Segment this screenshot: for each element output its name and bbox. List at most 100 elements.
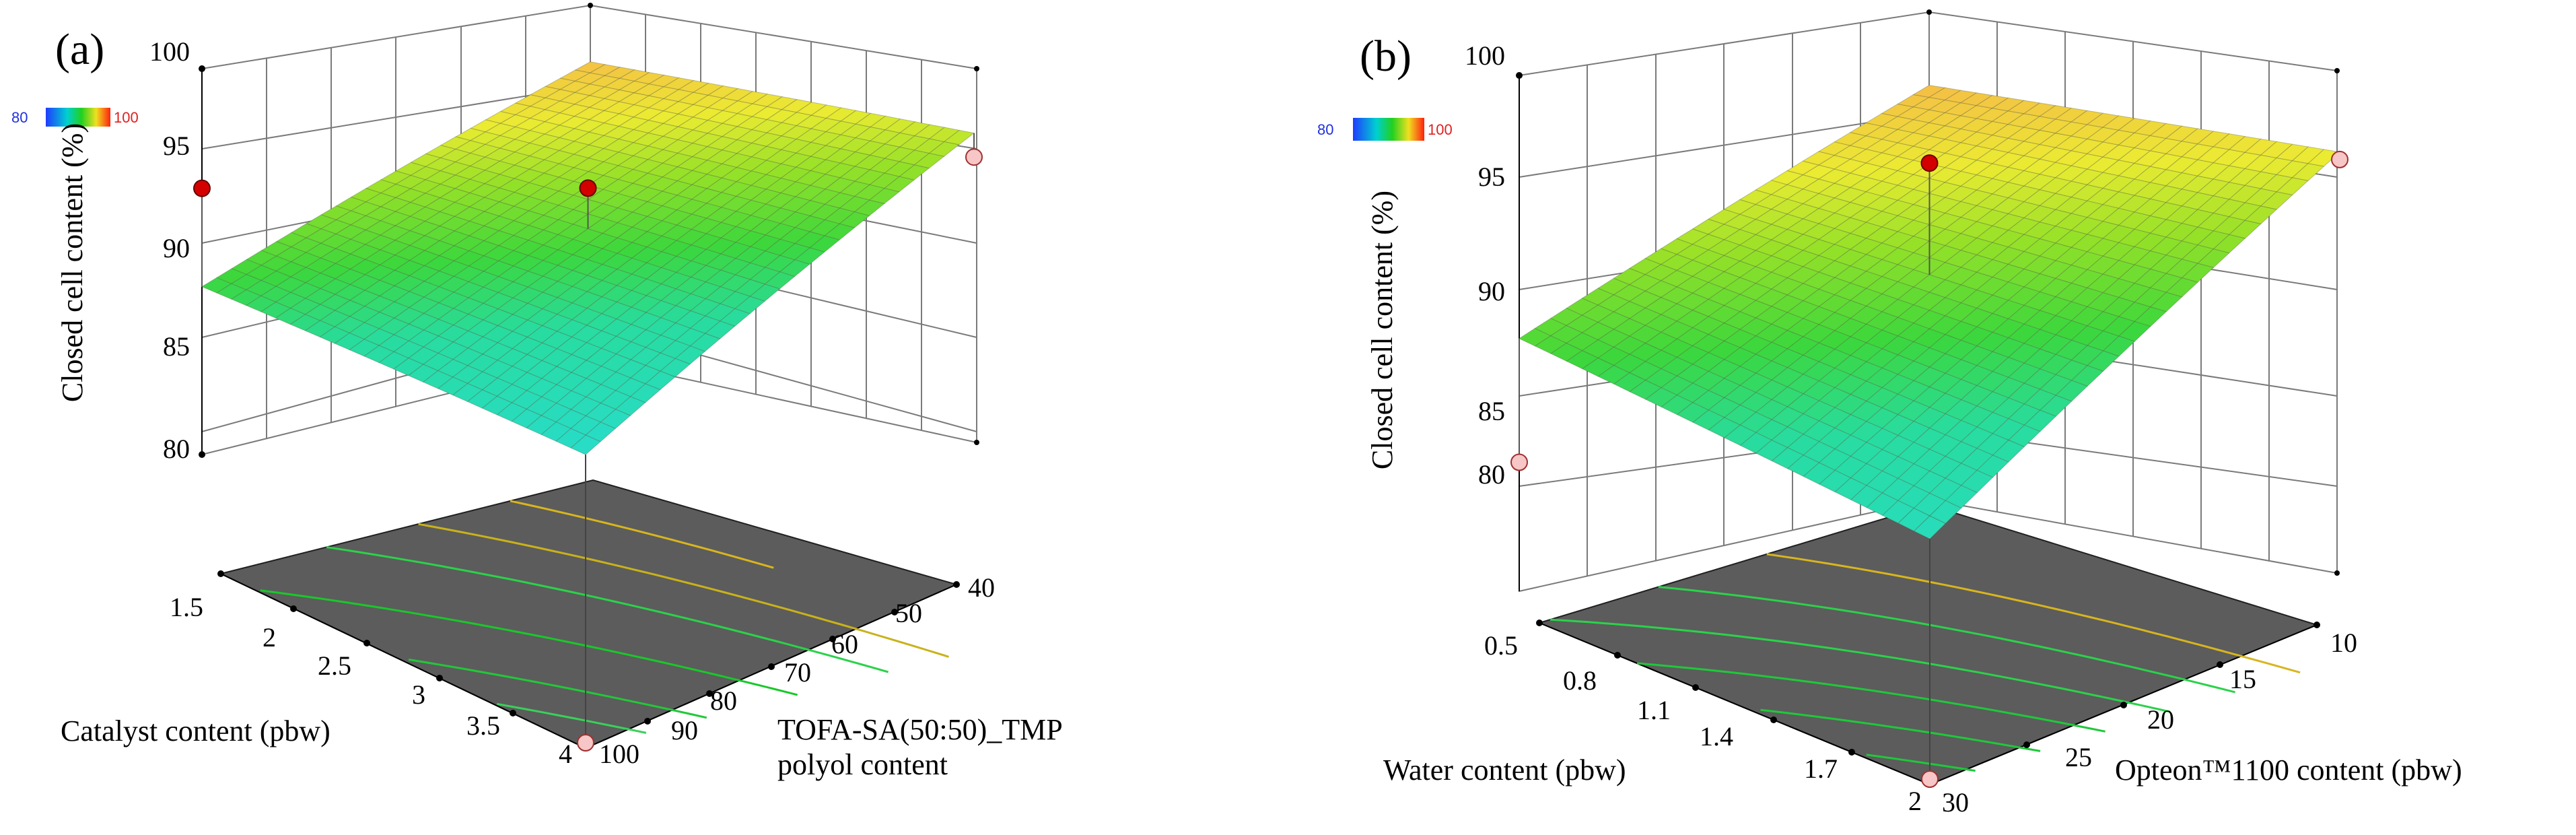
- panel-a-colorbar-max: 100: [114, 109, 139, 126]
- panel-b-surface: [1518, 85, 2341, 539]
- panel-b-x-label: Water content (pbw): [1383, 754, 1626, 787]
- panel-b-z-tick: 85: [1478, 396, 1505, 426]
- panel-a-x-tick: 2.5: [318, 650, 351, 681]
- panel-b-x-tick-dot: [1614, 652, 1621, 659]
- panel-a-x-tick-dot: [217, 570, 224, 577]
- panel-a-contour-line: [326, 546, 889, 673]
- panel-a-contour-line: [408, 659, 707, 719]
- panel-b-y-tick: 25: [2065, 742, 2092, 772]
- panel-a-x-tick-dot: [363, 640, 370, 646]
- panel-a-x-tick-dot: [290, 605, 297, 612]
- panel-b-x-tick: 1.4: [1700, 721, 1733, 752]
- panel-b-x-axis: 0.5 0.8 1.1 1.4 1.7 2 Water content (pbw…: [1383, 620, 1933, 816]
- panel-b-design-point: [1920, 154, 1939, 172]
- panel-b-x-tick: 2: [1908, 786, 1922, 816]
- panel-a-x-label: Catalyst content (pbw): [61, 714, 330, 747]
- panel-b-contour-line: [1760, 708, 2041, 752]
- panel-b-x-tick: 1.1: [1637, 695, 1671, 725]
- panel-a-z-tick: 95: [163, 131, 190, 161]
- panel-b-x-tick-dot: [1848, 749, 1855, 756]
- panel-b-colorbar-gradient: [1353, 118, 1424, 141]
- panel-b-contour-line: [1866, 754, 1976, 772]
- panel-b-y-tick-dot: [2313, 622, 2320, 628]
- panel-a-y-tick-dot: [768, 663, 775, 670]
- panel-a-y-tick: 70: [784, 657, 811, 688]
- panel-b-z-tick: 95: [1478, 162, 1505, 192]
- panel-a-design-points: [193, 133, 983, 752]
- panel-a-y-label-line2: polyol content: [777, 748, 948, 781]
- panel-a-z-tick: 80: [163, 434, 190, 464]
- panel-a-design-point: [193, 179, 211, 197]
- panel-b-colorbar: 80 100: [1317, 118, 1453, 141]
- panel-b-floor: [1537, 504, 2319, 786]
- panel-b-y-tick-dot: [2217, 661, 2223, 668]
- panel-a-colorbar: 80 100: [11, 108, 139, 127]
- panel-b-x-tick-dot: [1770, 716, 1777, 723]
- panel-a-z-axis: 100 95 90 85 80 Closed cell content (%): [56, 3, 979, 464]
- panel-a: (a) 80 100: [11, 3, 1063, 781]
- panel-b-y-tick: 10: [2330, 628, 2357, 658]
- panel-b-axis-dot: [2334, 68, 2340, 73]
- panel-a-surface: [201, 61, 975, 455]
- panel-a-y-tick-dot: [953, 581, 960, 588]
- panel-a-y-tick: 50: [895, 598, 922, 628]
- panel-b-z-tick: 90: [1478, 276, 1505, 306]
- panel-b-label: (b): [1360, 32, 1412, 81]
- panel-b-design-points: [1510, 150, 2348, 788]
- panel-a-z-tick: 90: [163, 233, 190, 263]
- panel-a-contour-line: [496, 702, 647, 734]
- panel-a-y-axis: 100 90 80 70 60 50 40 TOFA-SA(50:50)_TMP…: [582, 572, 1063, 781]
- panel-a-axis-dot: [199, 65, 205, 72]
- panel-b-x-tick: 0.8: [1563, 665, 1597, 696]
- panel-a-label: (a): [55, 25, 104, 74]
- panel-b-y-label: Opteon™1100 content (pbw): [2115, 754, 2462, 787]
- panel-a-contours: [260, 500, 949, 734]
- panel-b-z-label: Closed cell content (%): [1366, 191, 1399, 469]
- panel-a-y-tick: 100: [599, 739, 639, 769]
- panel-b-colorbar-min: 80: [1317, 121, 1333, 138]
- panel-a-contour-line: [510, 500, 774, 569]
- panel-a-floor: [219, 479, 959, 749]
- panel-b-contour-line: [1636, 662, 2105, 733]
- panel-b-x-tick-dot: [1692, 684, 1699, 691]
- panel-a-design-point: [965, 148, 983, 166]
- panel-b-contour-line: [1658, 586, 2235, 694]
- panel-a-x-axis: 1.5 2 2.5 3 3.5 4 Catalyst content (pbw): [61, 570, 589, 769]
- panel-a-y-tick: 40: [968, 572, 995, 603]
- panel-b-contour-line: [1766, 553, 2301, 674]
- panel-b-y-tick-dot: [2120, 702, 2127, 708]
- panel-a-axis-dot: [974, 66, 979, 71]
- panel-a-z-tick: 100: [149, 36, 190, 67]
- panel-a-x-tick: 2: [263, 622, 276, 653]
- panel-b-x-tick: 1.7: [1804, 754, 1838, 784]
- panel-b-design-point: [1921, 770, 1939, 788]
- panel-b-x-tick-dot: [1536, 620, 1543, 626]
- panel-a-colorbar-gradient: [46, 108, 110, 127]
- panel-a-z-tick: 85: [163, 331, 190, 362]
- panel-a-axis-dot: [974, 440, 979, 445]
- panel-a-x-tick: 3.5: [466, 710, 500, 741]
- panel-a-y-tick: 80: [710, 686, 737, 716]
- panel-b-z-tick: 100: [1465, 40, 1505, 71]
- panel-a-y-label-line1: TOFA-SA(50:50)_TMP: [777, 713, 1063, 746]
- panel-b-axis-dot: [1926, 9, 1932, 15]
- panel-a-x-tick: 3: [412, 679, 425, 710]
- panel-a-colorbar-min: 80: [11, 109, 28, 126]
- panel-a-contour-line: [260, 589, 798, 696]
- panel-b-x-tick: 0.5: [1484, 630, 1518, 661]
- panel-a-y-tick: 90: [671, 715, 698, 745]
- panel-b-contour-line: [1550, 618, 2171, 713]
- panel-a-y-tick-dot: [891, 609, 898, 615]
- panel-a-y-tick-dot: [829, 636, 836, 642]
- panel-b-colorbar-max: 100: [1428, 121, 1453, 138]
- panel-a-design-point: [577, 734, 594, 752]
- panel-b-contours: [1550, 553, 2301, 772]
- panel-b-design-point: [1510, 453, 1528, 471]
- panel-a-y-tick-dot: [706, 690, 713, 697]
- panel-b-z-axis: 100 95 90 85 80 Closed cell content (%): [1366, 9, 2340, 591]
- panel-b-y-tick: 20: [2147, 704, 2174, 735]
- panel-b-z-tick: 80: [1478, 459, 1505, 490]
- panel-b-y-tick: 30: [1942, 787, 1969, 817]
- panel-b-y-tick-dot: [2023, 741, 2030, 748]
